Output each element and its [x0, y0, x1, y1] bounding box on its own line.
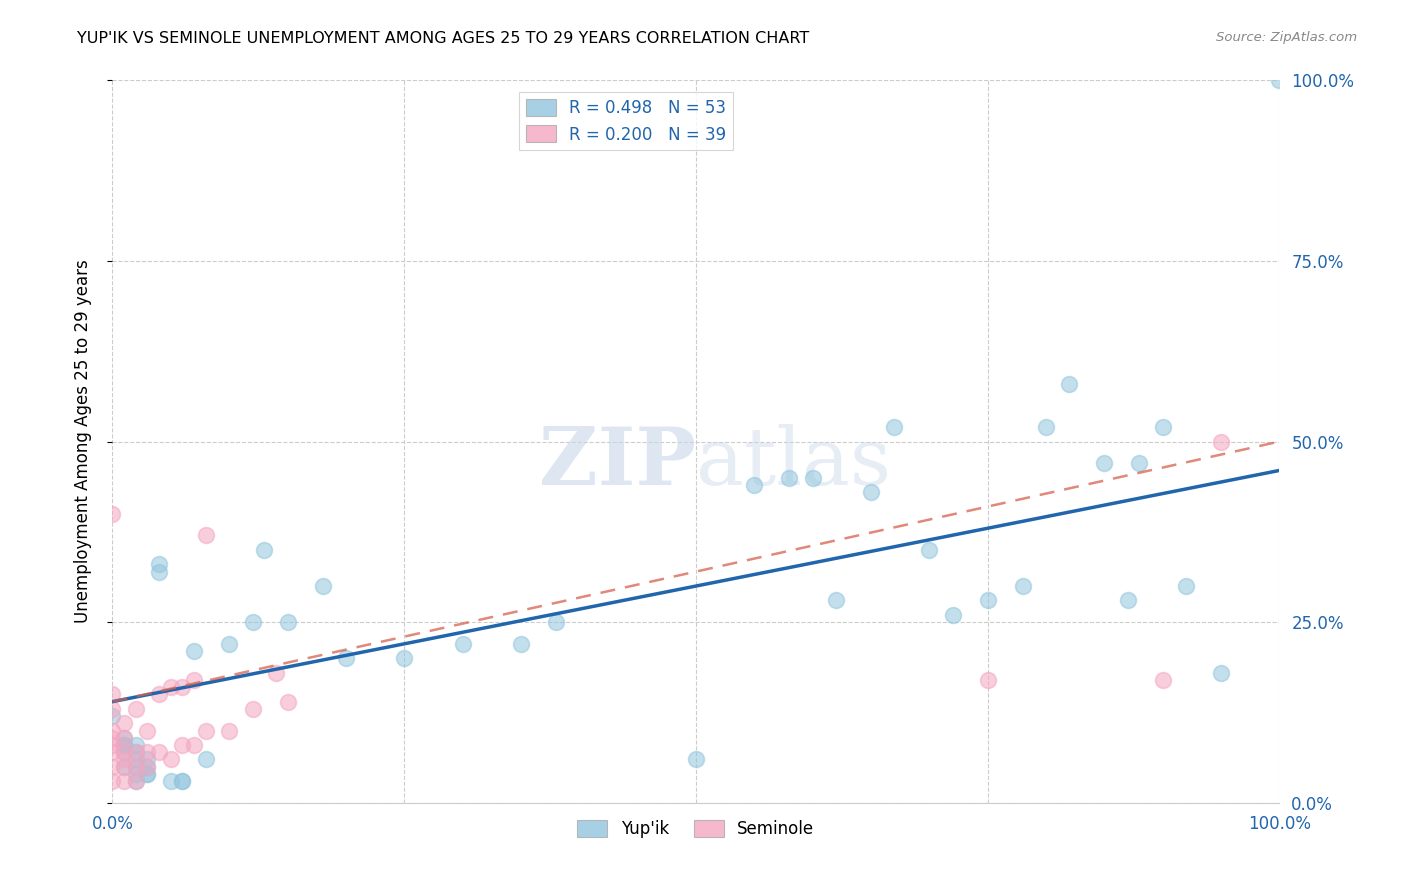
Point	[136, 723, 159, 738]
Point	[218, 723, 240, 738]
Point	[148, 745, 170, 759]
Point	[801, 470, 824, 484]
Point	[276, 695, 298, 709]
Point	[194, 723, 217, 738]
Point	[112, 760, 135, 774]
Point	[112, 731, 135, 745]
Point	[125, 767, 148, 781]
Point	[1175, 579, 1198, 593]
Point	[101, 687, 124, 701]
Point	[451, 637, 474, 651]
Point	[172, 774, 194, 789]
Y-axis label: Unemployment Among Ages 25 to 29 years: Unemployment Among Ages 25 to 29 years	[73, 260, 91, 624]
Point	[1059, 376, 1081, 391]
Point	[112, 745, 135, 759]
Point	[778, 470, 800, 484]
Point	[125, 752, 148, 766]
Point	[125, 774, 148, 789]
Point	[976, 593, 998, 607]
Point	[194, 528, 217, 542]
Point	[264, 665, 287, 680]
Point	[136, 767, 159, 781]
Point	[112, 738, 135, 752]
Point	[160, 752, 183, 766]
Point	[942, 607, 965, 622]
Text: Source: ZipAtlas.com: Source: ZipAtlas.com	[1216, 31, 1357, 45]
Point	[136, 760, 159, 774]
Point	[825, 593, 848, 607]
Point	[125, 745, 148, 759]
Text: ZIP: ZIP	[538, 425, 696, 502]
Point	[1268, 73, 1291, 87]
Point	[335, 651, 357, 665]
Point	[136, 745, 159, 759]
Legend: Yup'ik, Seminole: Yup'ik, Seminole	[571, 814, 821, 845]
Point	[172, 738, 194, 752]
Point	[1152, 420, 1174, 434]
Point	[112, 752, 135, 766]
Point	[1128, 456, 1150, 470]
Point	[101, 709, 124, 723]
Point	[276, 615, 298, 630]
Point	[125, 760, 148, 774]
Point	[112, 745, 135, 759]
Point	[136, 760, 159, 774]
Point	[685, 752, 707, 766]
Point	[101, 774, 124, 789]
Point	[860, 485, 883, 500]
Point	[148, 558, 170, 572]
Point	[1116, 593, 1139, 607]
Point	[101, 702, 124, 716]
Point	[394, 651, 416, 665]
Point	[160, 680, 183, 694]
Point	[125, 760, 148, 774]
Point	[218, 637, 240, 651]
Point	[101, 731, 124, 745]
Point	[1209, 434, 1232, 449]
Point	[172, 774, 194, 789]
Point	[101, 723, 124, 738]
Point	[1152, 673, 1174, 687]
Point	[125, 738, 148, 752]
Point	[1094, 456, 1116, 470]
Point	[112, 731, 135, 745]
Point	[160, 774, 183, 789]
Point	[101, 760, 124, 774]
Point	[1011, 579, 1033, 593]
Text: YUP'IK VS SEMINOLE UNEMPLOYMENT AMONG AGES 25 TO 29 YEARS CORRELATION CHART: YUP'IK VS SEMINOLE UNEMPLOYMENT AMONG AG…	[77, 31, 810, 46]
Point	[112, 774, 135, 789]
Text: atlas: atlas	[696, 425, 891, 502]
Point	[194, 752, 217, 766]
Point	[101, 738, 124, 752]
Point	[183, 738, 205, 752]
Point	[101, 745, 124, 759]
Point	[112, 716, 135, 731]
Point	[101, 507, 124, 521]
Point	[509, 637, 531, 651]
Point	[136, 767, 159, 781]
Point	[172, 680, 194, 694]
Point	[125, 774, 148, 789]
Point	[183, 644, 205, 658]
Point	[148, 565, 170, 579]
Point	[544, 615, 567, 630]
Point	[1035, 420, 1057, 434]
Point	[148, 687, 170, 701]
Point	[125, 702, 148, 716]
Point	[253, 542, 276, 557]
Point	[242, 702, 264, 716]
Point	[1209, 665, 1232, 680]
Point	[183, 673, 205, 687]
Point	[883, 420, 905, 434]
Point	[242, 615, 264, 630]
Point	[136, 752, 159, 766]
Point	[918, 542, 941, 557]
Point	[311, 579, 333, 593]
Point	[976, 673, 998, 687]
Point	[112, 738, 135, 752]
Point	[112, 760, 135, 774]
Point	[744, 478, 766, 492]
Point	[125, 745, 148, 759]
